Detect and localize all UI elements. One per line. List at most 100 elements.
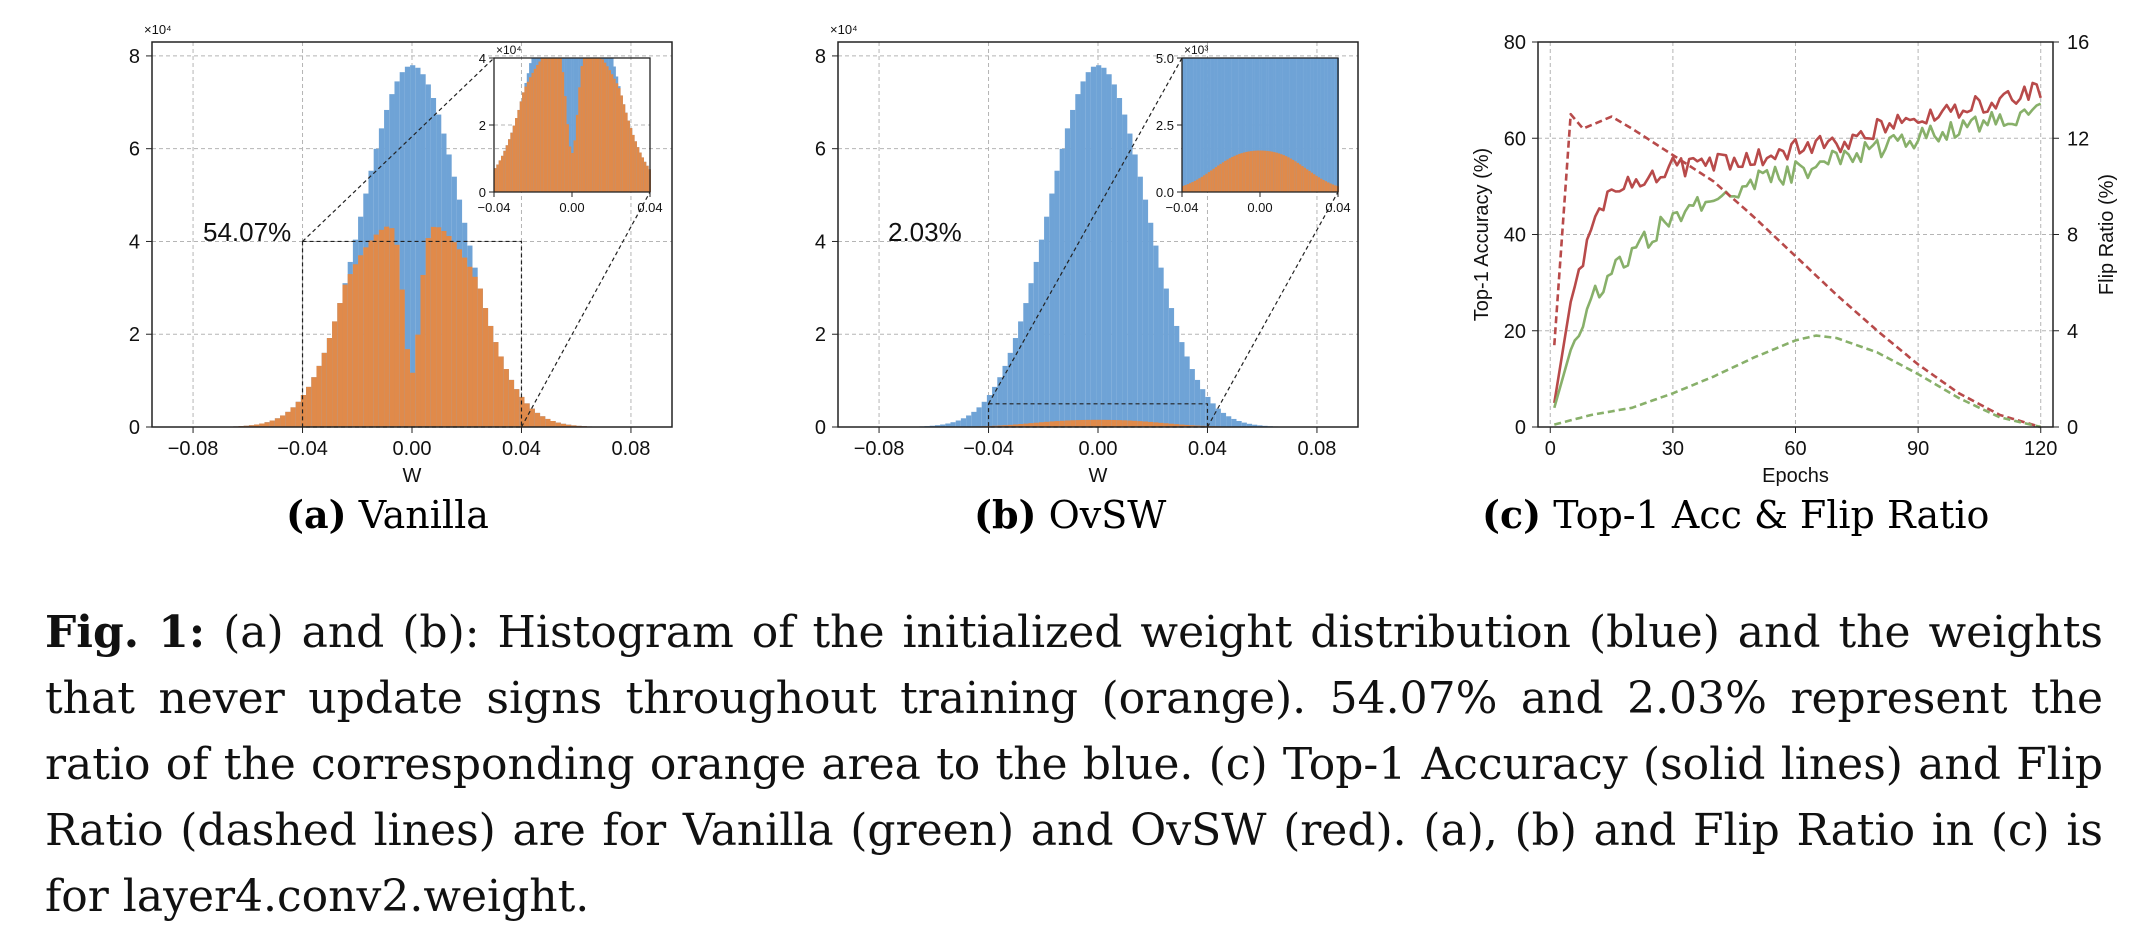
inset-bar-orange	[1212, 168, 1215, 192]
histogram-bar-blue	[1096, 65, 1102, 428]
inset-bar-blue	[1273, 58, 1276, 192]
histogram-bar-blue	[1012, 338, 1019, 427]
inset-bar-orange	[1266, 150, 1269, 192]
inset-bar-orange	[1299, 164, 1302, 192]
histogram-bar-blue	[1090, 66, 1097, 427]
panel-a-inset-multiplier: ×10⁴	[496, 43, 522, 57]
inset-bar-blue	[1320, 58, 1323, 192]
y2-tick-label: 12	[2067, 128, 2089, 150]
inset-bar-orange	[526, 81, 530, 192]
inset-bar-orange	[1235, 154, 1239, 192]
histogram-bar-orange	[1002, 425, 1008, 427]
inset-bar-blue	[1249, 58, 1253, 192]
histogram-bar-orange	[482, 308, 489, 427]
inset-bar-blue	[1299, 58, 1302, 192]
inset-x-tick-label: −0.04	[478, 200, 511, 215]
panel-b-ratio-annotation: 2.03%	[888, 217, 962, 247]
inset-bar-blue	[1322, 58, 1325, 192]
histogram-bar-blue	[1075, 94, 1081, 427]
histogram-bar-orange	[347, 274, 353, 427]
inset-bar-blue	[1193, 58, 1197, 192]
histogram-bar-orange	[1148, 421, 1154, 427]
histogram-bar-orange	[425, 238, 431, 427]
histogram-bar-blue	[976, 407, 982, 427]
inset-bar-orange	[496, 164, 499, 192]
inset-bar-orange	[608, 70, 612, 192]
inset-bar-orange	[1324, 181, 1328, 192]
figure-caption: Fig. 1: (a) and (b): Histogram of the in…	[45, 600, 2103, 930]
x-tick-label: 60	[1784, 438, 1806, 460]
histogram-bar-blue	[1226, 416, 1232, 427]
inset-bar-orange	[529, 77, 532, 192]
inset-bar-orange	[1259, 150, 1262, 192]
histogram-bar-orange	[997, 425, 1003, 427]
inset-bar-blue	[1196, 58, 1199, 192]
histogram-bar-orange	[436, 227, 442, 427]
inset-bar-orange	[636, 147, 640, 192]
inset-x-tick-label: 0.04	[1325, 200, 1350, 215]
histogram-bar-blue	[1028, 283, 1034, 427]
inset-bar-blue	[1270, 58, 1274, 192]
inset-bar-orange	[606, 66, 609, 192]
x-tick-label: −0.04	[963, 438, 1014, 460]
inset-bar-orange	[1196, 179, 1199, 192]
inset-bar-orange	[545, 58, 549, 192]
inset-bar-blue	[1256, 58, 1260, 192]
inset-bar-orange	[1256, 150, 1260, 192]
histogram-bar-orange	[550, 421, 556, 427]
inset-bar-blue	[1189, 58, 1192, 192]
histogram-bar-orange	[358, 255, 364, 427]
caption-label: Fig. 1:	[45, 607, 206, 658]
histogram-bar-orange	[1059, 420, 1065, 427]
histogram-bar-blue	[981, 401, 987, 427]
panel-c-lines	[1553, 81, 2042, 429]
inset-bar-orange	[611, 74, 614, 192]
histogram-bar-orange	[420, 274, 426, 427]
inset-bar-blue	[1186, 58, 1190, 192]
histogram-bar-blue	[955, 420, 961, 427]
x-tick-label: 120	[2024, 438, 2057, 460]
inset-bar-blue	[1217, 58, 1220, 192]
zoom-region	[301, 240, 523, 428]
panel-a-ticks: −0.08 −0.04 0.00 0.04 0.08 0 2 4 6 8	[129, 46, 651, 460]
inset-bar-blue	[1198, 58, 1201, 192]
inset-bar-blue	[1210, 58, 1213, 192]
histogram-bar-orange	[1033, 422, 1039, 427]
inset-bar-orange	[552, 58, 556, 192]
inset-bar-orange	[519, 101, 523, 192]
inset-bar-blue	[1287, 58, 1290, 192]
histogram-bar-orange	[514, 389, 520, 427]
panel-c-y2-axis-label: Flip Ratio (%)	[2096, 174, 2118, 295]
inset-bar-blue	[1205, 58, 1208, 192]
histogram-bar-blue	[1122, 114, 1128, 427]
y-tick-label: 0	[129, 417, 140, 439]
inset-bar-orange	[625, 112, 628, 192]
inset-bar-orange	[1320, 178, 1323, 192]
inset-bar-orange	[592, 58, 595, 192]
inset-bar-blue	[1303, 58, 1307, 192]
y-tick-label: 4	[815, 231, 826, 253]
inset-bar-orange	[522, 92, 525, 192]
inset-bar-blue	[1212, 58, 1215, 192]
histogram-bar-blue	[410, 65, 416, 428]
x-tick-label: 0.04	[502, 438, 541, 460]
inset-bar-orange	[517, 109, 520, 192]
inset-bar-orange	[561, 72, 565, 192]
inset-bar-orange	[594, 58, 598, 192]
histogram-bar-blue	[1111, 84, 1117, 428]
inset-bar-orange	[1193, 180, 1197, 192]
subcaption-c: (c) Top-1 Acc & Flip Ratio	[1482, 492, 1989, 537]
histogram-bar-orange	[1116, 420, 1123, 427]
x-tick-label: −0.08	[168, 438, 219, 460]
histogram-bar-blue	[934, 425, 941, 427]
inset-bar-orange	[1221, 162, 1225, 192]
y2-tick-label: 16	[2067, 32, 2089, 54]
inset-bar-orange	[1282, 155, 1286, 192]
inset-bar-orange	[515, 118, 518, 192]
x-tick-label: −0.08	[854, 438, 905, 460]
inset-bar-blue	[1313, 58, 1316, 192]
inset-bar-blue	[1306, 58, 1309, 192]
histogram-bar-blue	[1033, 261, 1039, 427]
inset-bar-blue	[1308, 58, 1311, 192]
histogram-bar-orange	[306, 386, 312, 427]
